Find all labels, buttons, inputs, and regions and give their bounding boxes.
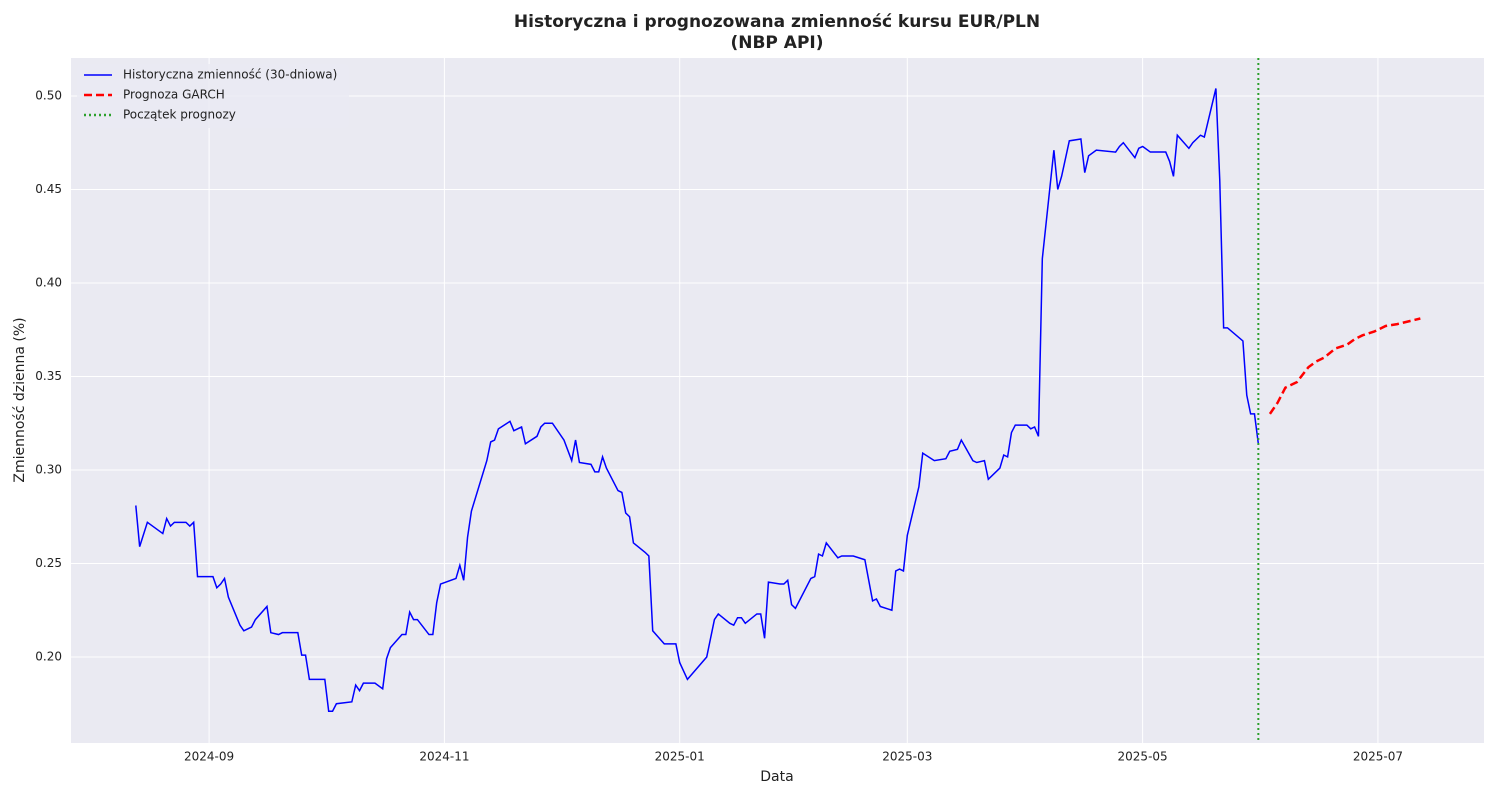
line-series [135, 88, 1260, 712]
chart-subtitle: (NBP API) [730, 33, 823, 53]
y-tick-label: 0.40 [35, 275, 62, 289]
x-tick-label: 2025-05 [1118, 750, 1168, 764]
legend: Historyczna zmienność (30-dniowa) Prognoz… [77, 64, 349, 128]
y-tick-label: 0.45 [35, 182, 62, 196]
y-tick-label: 0.20 [35, 649, 62, 663]
marks [135, 58, 1421, 743]
y-tick-label: 0.25 [35, 556, 62, 570]
x-axis-label: Data [760, 769, 793, 785]
x-tick-label: 2025-07 [1353, 750, 1403, 764]
y-tick-label: 0.30 [35, 462, 62, 476]
grid [71, 58, 1484, 743]
chart-title: Historyczna i prognozowana zmienność kur… [514, 12, 1040, 32]
legend-label: Prognoza GARCH [123, 88, 225, 102]
x-tick-label: 2024-09 [184, 750, 234, 764]
y-axis-label: Zmienność dzienna (%) [12, 317, 28, 482]
line-series [1268, 317, 1421, 415]
legend-label: Historyczna zmienność (30-dniowa) [123, 68, 337, 82]
legend-box [77, 64, 349, 128]
plot-area [71, 58, 1484, 743]
legend-label: Początek prognozy [123, 108, 236, 122]
x-tick-label: 2025-01 [655, 750, 705, 764]
y-tick-label: 0.35 [35, 369, 62, 383]
x-tick-label: 2025-03 [882, 750, 932, 764]
y-tick-label: 0.50 [35, 88, 62, 102]
x-tick-label: 2024-11 [419, 750, 469, 764]
